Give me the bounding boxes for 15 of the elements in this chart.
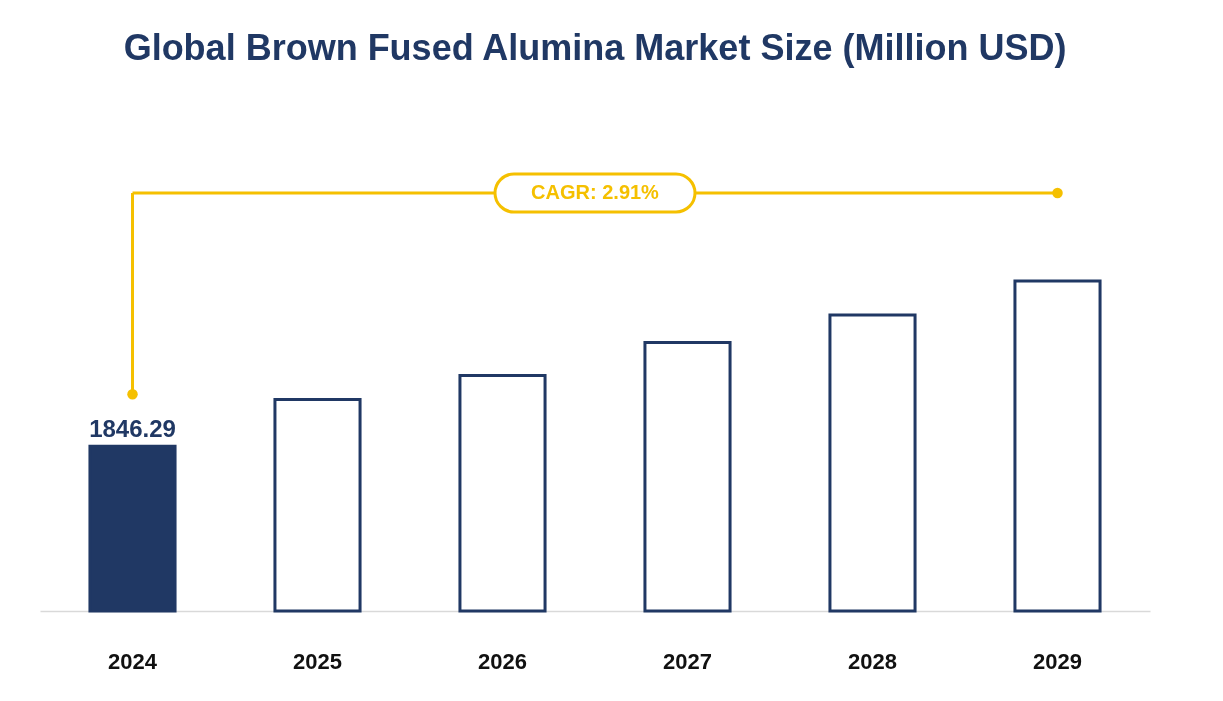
bar: [828, 313, 917, 613]
x-tick-label: 2028: [848, 648, 897, 674]
chart-title: Global Brown Fused Alumina Market Size (Million USD): [123, 26, 1067, 68]
x-tick-label: 2029: [1033, 648, 1082, 674]
bar: [458, 374, 547, 613]
bar: [88, 444, 177, 613]
bar: [1013, 279, 1102, 613]
x-tick-label: 2027: [663, 648, 712, 674]
x-tick-label: 2024: [108, 648, 158, 674]
x-tick-label: 2025: [293, 648, 342, 674]
data-label: 1846.29: [89, 415, 176, 443]
bar: [643, 341, 732, 613]
x-tick-label: 2026: [478, 648, 527, 674]
bar: [273, 398, 362, 613]
text: CAGR: 2.91%: [531, 181, 660, 203]
